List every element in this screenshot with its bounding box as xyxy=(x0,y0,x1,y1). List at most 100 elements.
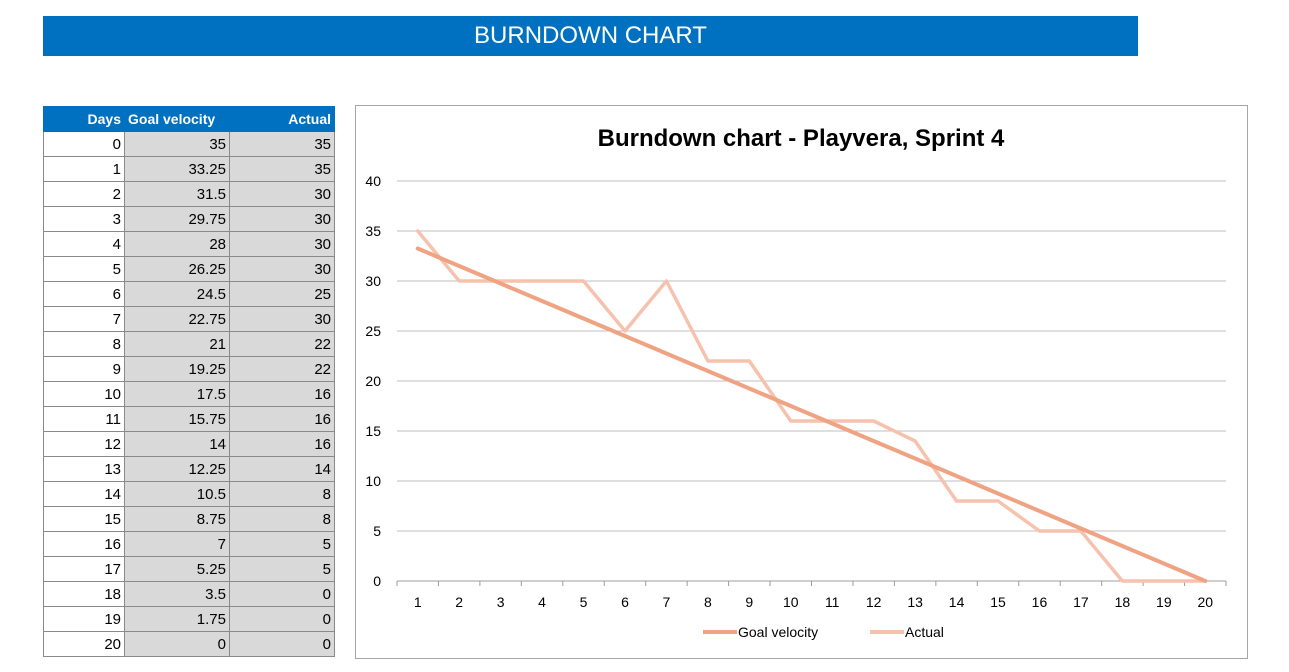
actual-cell[interactable]: 22 xyxy=(229,356,335,382)
actual-cell[interactable]: 0 xyxy=(229,631,335,657)
data-point[interactable] xyxy=(747,359,751,363)
days-cell[interactable]: 9 xyxy=(43,356,125,382)
days-cell[interactable]: 11 xyxy=(43,406,125,432)
goal-velocity-cell[interactable]: 26.25 xyxy=(124,256,230,282)
goal-velocity-cell[interactable]: 28 xyxy=(124,231,230,257)
days-cell[interactable]: 13 xyxy=(43,456,125,482)
actual-cell[interactable]: 30 xyxy=(229,306,335,332)
actual-cell[interactable]: 0 xyxy=(229,606,335,632)
days-cell[interactable]: 14 xyxy=(43,481,125,507)
days-cell[interactable]: 18 xyxy=(43,581,125,607)
data-point[interactable] xyxy=(1120,579,1124,583)
data-point[interactable] xyxy=(540,299,544,303)
data-point[interactable] xyxy=(830,422,834,426)
actual-cell[interactable]: 22 xyxy=(229,331,335,357)
days-cell[interactable]: 15 xyxy=(43,506,125,532)
days-cell[interactable]: 20 xyxy=(43,631,125,657)
data-point[interactable] xyxy=(1162,579,1166,583)
actual-cell[interactable]: 5 xyxy=(229,531,335,557)
data-point[interactable] xyxy=(706,359,710,363)
days-cell[interactable]: 7 xyxy=(43,306,125,332)
actual-cell[interactable]: 16 xyxy=(229,381,335,407)
days-cell[interactable]: 12 xyxy=(43,431,125,457)
data-point[interactable] xyxy=(457,264,461,268)
data-point[interactable] xyxy=(872,439,876,443)
actual-cell[interactable]: 5 xyxy=(229,556,335,582)
goal-velocity-cell[interactable]: 31.5 xyxy=(124,181,230,207)
days-cell[interactable]: 4 xyxy=(43,231,125,257)
days-cell[interactable]: 6 xyxy=(43,281,125,307)
data-point[interactable] xyxy=(1162,562,1166,566)
data-point[interactable] xyxy=(955,474,959,478)
days-cell[interactable]: 3 xyxy=(43,206,125,232)
data-point[interactable] xyxy=(582,317,586,321)
days-cell[interactable]: 19 xyxy=(43,606,125,632)
actual-cell[interactable]: 16 xyxy=(229,431,335,457)
data-point[interactable] xyxy=(664,352,668,356)
data-point[interactable] xyxy=(623,329,627,333)
days-cell[interactable]: 1 xyxy=(43,156,125,182)
actual-cell[interactable]: 25 xyxy=(229,281,335,307)
goal-velocity-cell[interactable]: 35 xyxy=(124,131,230,157)
header-days[interactable]: Days xyxy=(43,106,125,132)
data-point[interactable] xyxy=(416,229,420,233)
data-point[interactable] xyxy=(955,499,959,503)
goal-velocity-cell[interactable]: 0 xyxy=(124,631,230,657)
goal-velocity-cell[interactable]: 14 xyxy=(124,431,230,457)
goal-velocity-cell[interactable]: 3.5 xyxy=(124,581,230,607)
data-point[interactable] xyxy=(747,387,751,391)
data-point[interactable] xyxy=(789,404,793,408)
goal-velocity-cell[interactable]: 8.75 xyxy=(124,506,230,532)
data-point[interactable] xyxy=(416,247,420,251)
data-point[interactable] xyxy=(1203,579,1207,583)
days-cell[interactable]: 17 xyxy=(43,556,125,582)
data-point[interactable] xyxy=(789,419,793,423)
data-point[interactable] xyxy=(499,282,503,286)
data-point[interactable] xyxy=(996,492,1000,496)
days-cell[interactable]: 8 xyxy=(43,331,125,357)
days-cell[interactable]: 2 xyxy=(43,181,125,207)
goal-velocity-cell[interactable]: 22.75 xyxy=(124,306,230,332)
data-point[interactable] xyxy=(540,279,544,283)
data-point[interactable] xyxy=(1037,529,1041,533)
days-cell[interactable]: 5 xyxy=(43,256,125,282)
data-point[interactable] xyxy=(706,369,710,373)
goal-velocity-cell[interactable]: 7 xyxy=(124,531,230,557)
actual-cell[interactable]: 30 xyxy=(229,206,335,232)
goal-velocity-cell[interactable]: 12.25 xyxy=(124,456,230,482)
data-point[interactable] xyxy=(1079,527,1083,531)
goal-velocity-cell[interactable]: 19.25 xyxy=(124,356,230,382)
series-line-actual[interactable] xyxy=(415,229,1208,583)
data-point[interactable] xyxy=(913,439,917,443)
days-cell[interactable]: 0 xyxy=(43,131,125,157)
actual-cell[interactable]: 0 xyxy=(229,581,335,607)
goal-velocity-cell[interactable]: 15.75 xyxy=(124,406,230,432)
actual-cell[interactable]: 8 xyxy=(229,481,335,507)
actual-cell[interactable]: 30 xyxy=(229,256,335,282)
goal-velocity-cell[interactable]: 17.5 xyxy=(124,381,230,407)
actual-cell[interactable]: 30 xyxy=(229,181,335,207)
chart-area[interactable]: 0 5 10 15 20 25 30 35 40 1 2 3 4 5 6 7 8 9 10 11 12 13 14 15 16 1… xyxy=(355,105,1248,659)
days-cell[interactable]: 10 xyxy=(43,381,125,407)
data-point[interactable] xyxy=(664,279,668,283)
actual-cell[interactable]: 35 xyxy=(229,156,335,182)
data-point[interactable] xyxy=(623,334,627,338)
goal-velocity-cell[interactable]: 10.5 xyxy=(124,481,230,507)
data-point[interactable] xyxy=(582,279,586,283)
goal-velocity-cell[interactable]: 21 xyxy=(124,331,230,357)
data-point[interactable] xyxy=(1037,509,1041,513)
days-cell[interactable]: 16 xyxy=(43,531,125,557)
goal-velocity-cell[interactable]: 1.75 xyxy=(124,606,230,632)
data-point[interactable] xyxy=(457,279,461,283)
data-point[interactable] xyxy=(872,419,876,423)
goal-velocity-cell[interactable]: 24.5 xyxy=(124,281,230,307)
actual-cell[interactable]: 30 xyxy=(229,231,335,257)
actual-cell[interactable]: 14 xyxy=(229,456,335,482)
actual-cell[interactable]: 35 xyxy=(229,131,335,157)
series-line-goal-velocity[interactable] xyxy=(415,246,1208,583)
header-actual[interactable]: Actual xyxy=(229,106,335,132)
data-point[interactable] xyxy=(913,457,917,461)
goal-velocity-cell[interactable]: 33.25 xyxy=(124,156,230,182)
goal-velocity-cell[interactable]: 29.75 xyxy=(124,206,230,232)
actual-cell[interactable]: 16 xyxy=(229,406,335,432)
